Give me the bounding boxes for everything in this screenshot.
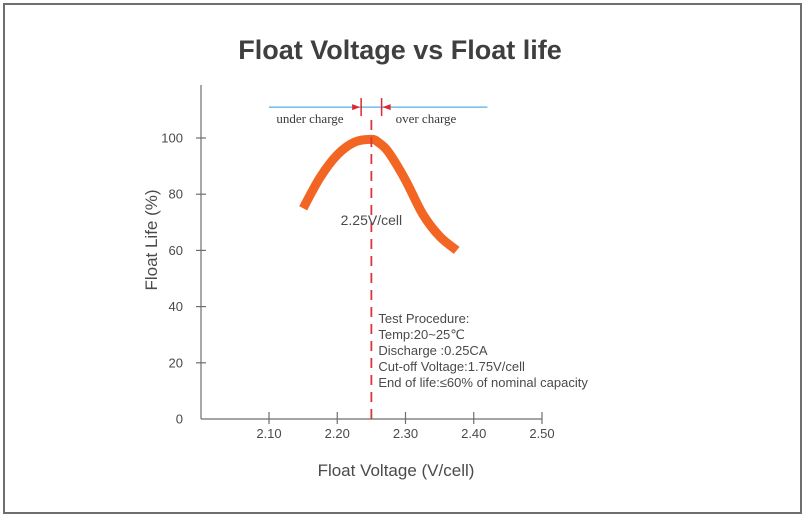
reference-voltage-label: 2.25V/cell [341,212,402,228]
over-charge-label: over charge [396,111,457,126]
y-tick-label: 80 [169,187,183,202]
y-axis-ticks: 0 20 40 60 80 100 [161,131,206,427]
test-procedure-line: Discharge :0.25CA [378,343,487,358]
x-axis-title: Float Voltage (V/cell) [318,461,475,480]
test-procedure-line: Test Procedure: [378,311,469,326]
x-axis-ticks: 2.10 2.20 2.30 2.40 2.50 [256,412,555,441]
y-axis-title: Float Life (%) [142,189,161,290]
x-tick-label: 2.40 [461,426,486,441]
float-life-curve [299,134,460,254]
y-tick-label: 60 [169,243,183,258]
chart-frame [3,3,802,514]
under-charge-label: under charge [276,111,343,126]
test-procedure-line: End of life:≤60% of nominal capacity [378,375,588,390]
test-procedure-line: Cut-off Voltage:1.75V/cell [378,359,525,374]
test-procedure-line: Temp:20~25℃ [378,327,465,342]
y-tick-label: 20 [169,355,183,370]
y-tick-label: 0 [176,412,183,427]
x-tick-label: 2.10 [256,426,281,441]
y-tick-label: 100 [161,131,183,146]
charge-band-left-arrow [352,104,361,111]
y-tick-label: 40 [169,299,183,314]
chart-title: Float Voltage vs Float life [238,35,562,65]
x-tick-label: 2.20 [325,426,350,441]
x-tick-label: 2.50 [529,426,554,441]
x-tick-label: 2.30 [393,426,418,441]
charge-band: under charge over charge [269,98,488,126]
charge-band-right-arrow [382,104,391,111]
